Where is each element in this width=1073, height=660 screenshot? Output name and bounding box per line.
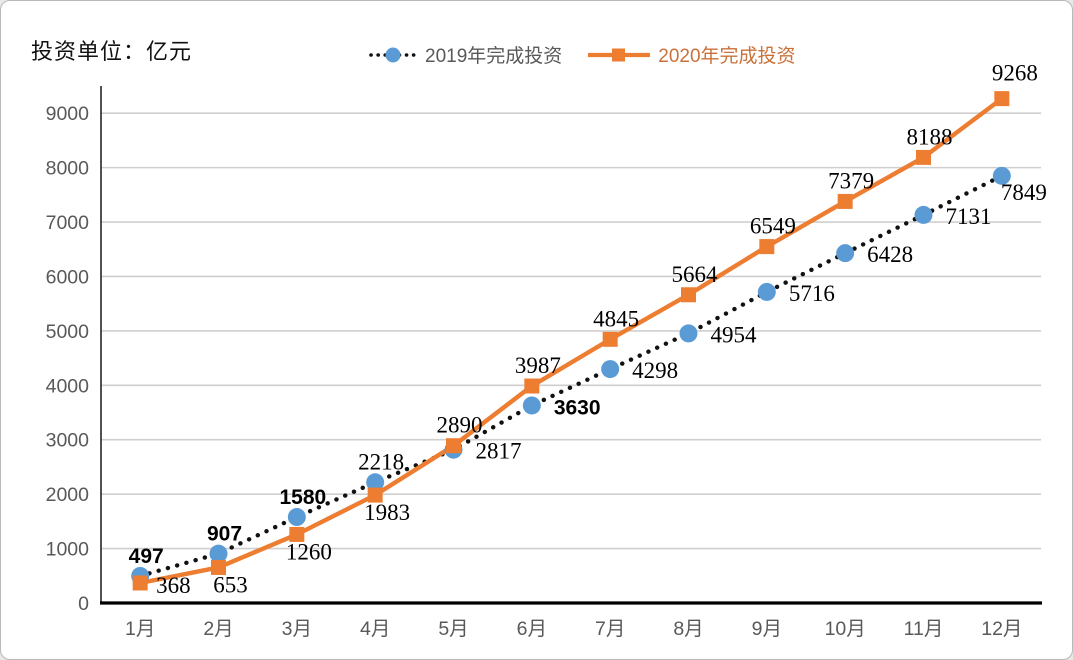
dotted-line-circle-icon <box>369 46 417 64</box>
series-line-2020年完成投资 <box>139 96 1004 586</box>
data-label: 4954 <box>711 322 758 347</box>
x-tick-label: 2月 <box>203 618 233 640</box>
legend-item-2019: 2019年完成投资 <box>369 41 562 68</box>
data-label: 7849 <box>1001 180 1047 205</box>
data-label: 5716 <box>789 281 835 306</box>
data-label: 2817 <box>476 439 522 464</box>
legend-item-2020: 2020年完成投资 <box>588 41 796 68</box>
chart-unit-label: 投资单位：亿元 <box>31 39 193 64</box>
legend-label-2019: 2019年完成投资 <box>425 46 563 67</box>
data-label: 1260 <box>286 539 332 564</box>
x-tick-label: 5月 <box>438 618 468 640</box>
x-tick-label: 9月 <box>752 618 782 640</box>
data-label: 1983 <box>364 500 410 525</box>
data-label: 2218 <box>358 449 404 474</box>
data-point-marker <box>287 508 306 527</box>
x-tick-label: 3月 <box>282 618 312 640</box>
data-point-marker <box>602 331 618 347</box>
data-label: 497 <box>129 545 164 568</box>
data-point-marker <box>601 360 620 379</box>
y-tick-label: 3000 <box>46 430 90 452</box>
data-label: 3630 <box>554 396 601 419</box>
data-label: 653 <box>213 572 248 597</box>
data-label: 5664 <box>672 262 719 287</box>
data-point-marker <box>914 205 933 224</box>
data-label: 8188 <box>907 124 953 149</box>
data-label: 6428 <box>867 242 913 267</box>
data-point-marker <box>209 544 228 563</box>
x-tick-label: 11月 <box>904 618 944 640</box>
data-point-marker <box>132 575 148 591</box>
data-label: 7379 <box>828 168 874 193</box>
series-line-2019年完成投资 <box>137 173 1005 579</box>
data-label: 907 <box>207 523 242 546</box>
data-label: 6549 <box>750 214 796 239</box>
data-label: 2890 <box>437 413 483 438</box>
data-label: 368 <box>156 573 191 598</box>
data-label: 4845 <box>593 306 639 331</box>
x-tick-label: 12月 <box>981 618 1022 640</box>
data-point-marker <box>522 396 541 415</box>
data-point-marker <box>836 244 855 263</box>
data-point-marker <box>446 438 461 454</box>
data-label: 3987 <box>515 353 561 378</box>
y-tick-label: 9000 <box>46 103 90 125</box>
data-point-marker <box>211 559 226 575</box>
data-point-marker <box>524 378 540 394</box>
data-point-marker <box>992 166 1011 185</box>
y-tick-label: 5000 <box>46 321 90 343</box>
data-label: 7131 <box>946 204 992 229</box>
data-point-marker <box>681 287 696 303</box>
data-label: 1580 <box>279 486 326 509</box>
data-point-marker <box>759 239 775 255</box>
y-tick-label: 6000 <box>46 266 90 288</box>
y-tick-label: 2000 <box>46 484 90 506</box>
y-tick-label: 7000 <box>46 212 90 234</box>
data-point-marker <box>367 487 383 503</box>
data-point-marker <box>757 282 776 301</box>
data-point-marker <box>994 91 1010 107</box>
legend-label-2020: 2020年完成投资 <box>658 46 796 67</box>
solid-line-square-icon <box>588 46 651 64</box>
x-tick-label: 6月 <box>517 618 547 640</box>
x-tick-label: 4月 <box>360 618 390 640</box>
data-point-marker <box>289 526 305 542</box>
x-tick-label: 1月 <box>125 618 155 640</box>
data-point-marker <box>366 473 385 492</box>
chart-legend: 2019年完成投资 2020年完成投资 <box>369 41 796 68</box>
data-point-marker <box>916 149 931 165</box>
y-tick-label: 4000 <box>46 375 90 397</box>
data-point-marker <box>837 193 853 209</box>
x-tick-label: 10月 <box>825 618 866 640</box>
y-tick-label: 8000 <box>46 158 90 180</box>
x-tick-label: 7月 <box>595 618 625 640</box>
data-point-marker <box>679 324 698 343</box>
y-tick-label: 1000 <box>46 539 90 561</box>
x-tick-label: 8月 <box>673 618 703 640</box>
data-label: 4298 <box>632 358 678 383</box>
y-tick-label: 0 <box>78 593 89 615</box>
data-label: 9268 <box>992 61 1038 86</box>
